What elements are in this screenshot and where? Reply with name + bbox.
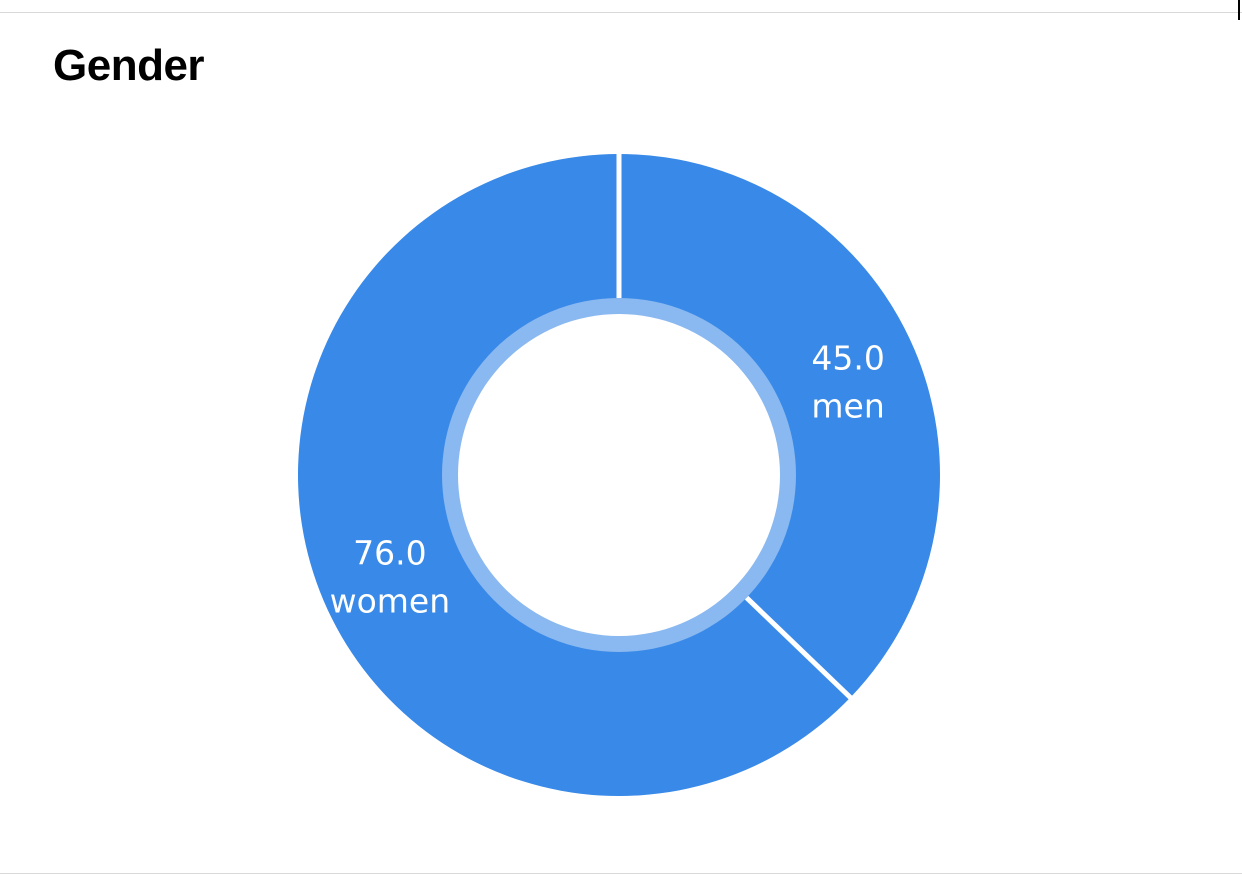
slice-value-label: 45.0	[811, 338, 884, 377]
labels-layer: 45.0 men 76.0 women	[330, 338, 885, 620]
slice-value-label: 76.0	[353, 534, 426, 573]
slice-separator	[744, 595, 853, 701]
chart-title: Gender	[53, 41, 205, 90]
donut-hole	[458, 314, 780, 636]
slice-name-label: men	[811, 386, 884, 425]
window-edge-marker	[1238, 0, 1240, 20]
slice-name-label: women	[330, 582, 451, 621]
